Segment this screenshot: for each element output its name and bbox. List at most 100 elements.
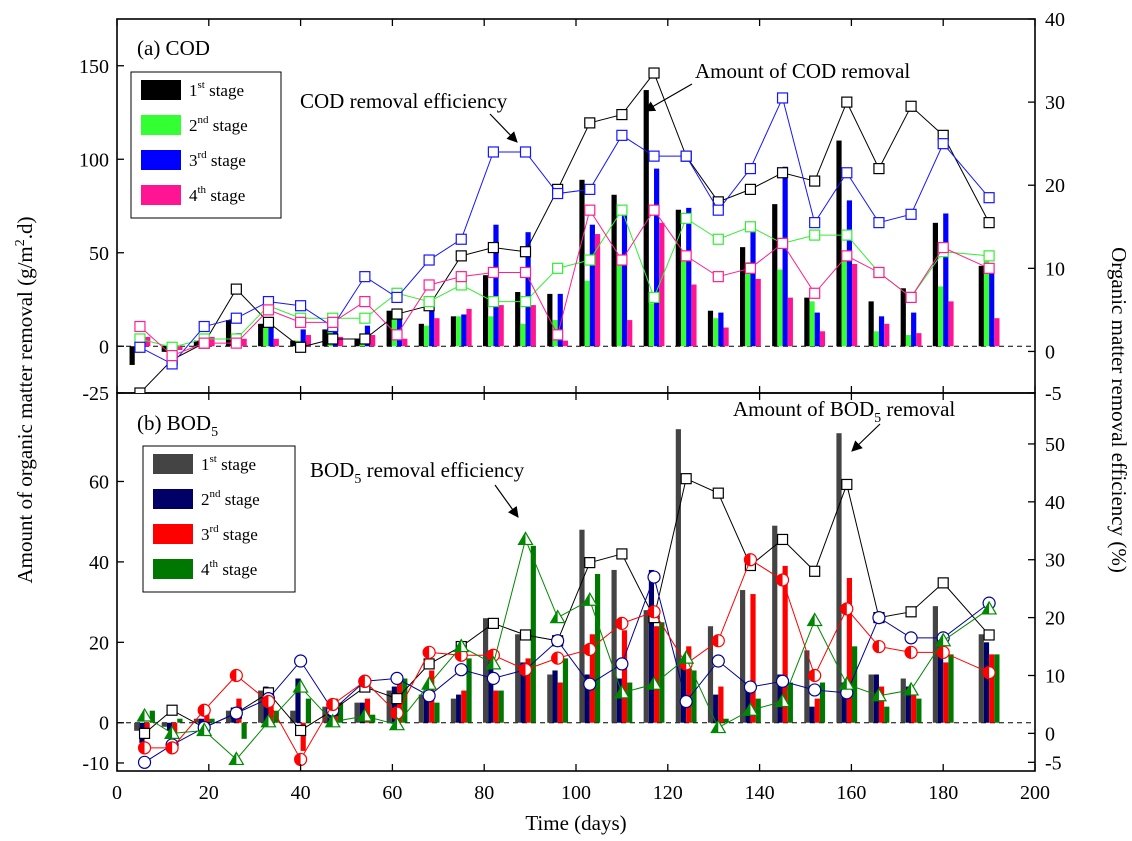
bar-b-s1-11: [482, 618, 489, 723]
bar-a-s4-15: [627, 320, 633, 347]
bar-a-s4-26: [994, 318, 1000, 347]
axes: -25050100150-5010203040-100204060-501020…: [79, 9, 1065, 804]
efficiency-point-a-s2-15: [616, 204, 628, 216]
arrow-bod-efficiency: [494, 484, 519, 518]
bar-a-s1-20: [772, 204, 778, 347]
efficiency-point-a-s3-2: [198, 320, 210, 333]
bar-b-s4-11: [498, 690, 504, 723]
efficiency-point-b-s4-7-fill: [357, 709, 365, 722]
efficiency-point-a-s3-0: [134, 341, 146, 353]
y2-tick-label-a-4: 30: [1045, 92, 1065, 114]
efficiency-point-b-s1-15: [616, 548, 628, 560]
bar-a-s4-19: [755, 278, 761, 347]
efficiency-point-a-s3-12: [519, 146, 532, 158]
efficiency-point-b-s1-9: [423, 658, 435, 670]
y2-tick-label-a-1: 0: [1045, 341, 1055, 363]
efficiency-point-b-s2-17: [679, 694, 693, 709]
bar-b-s3-20: [782, 565, 788, 723]
y-tick-label-b-2: 20: [89, 632, 109, 654]
efficiency-point-a-s1-3: [230, 283, 242, 295]
bar-a-s3-9: [429, 310, 435, 347]
bar-a-s2-11: [488, 316, 494, 347]
bar-a-s3-13: [557, 293, 563, 347]
bar-a-s1-26: [978, 265, 984, 347]
bar-a-s1-17: [675, 209, 681, 347]
y-tick-label-a-2: 50: [89, 243, 109, 265]
bar-a-s3-23: [878, 316, 885, 347]
bar-a-s2-18: [713, 318, 719, 347]
annotation-cod-efficiency: COD removal efficiency: [300, 89, 508, 113]
bar-a-s4-18: [723, 327, 729, 347]
efficiency-point-b-s4-19-fill: [743, 703, 751, 716]
efficiency-point-a-s4-4: [262, 304, 275, 316]
efficiency-point-b-s3-7-fill: [358, 675, 365, 688]
bar-a-s1-11: [482, 275, 489, 347]
bar-b-s4-13: [562, 658, 569, 723]
annotation-cod-amount: Amount of COD removal: [695, 59, 910, 83]
bar-b-s2-18: [713, 694, 719, 723]
y-tick-label-b-4: 60: [89, 471, 109, 493]
bar-b-s4-24: [916, 698, 922, 723]
bar-a-s1-3: [225, 320, 232, 347]
bar-a-s1-16: [643, 90, 649, 347]
x-tick-label-9: 180: [928, 782, 958, 804]
bar-a-s1-25: [932, 222, 938, 347]
efficiency-point-a-s1-22: [841, 96, 853, 108]
bar-b-s4-16: [659, 622, 665, 723]
bar-a-s2-9: [423, 325, 430, 347]
legend-label-b-3: 4th stage: [201, 558, 257, 579]
efficiency-point-b-s3-26-fill: [983, 666, 990, 679]
y-tick-label-a-3: 100: [79, 149, 109, 171]
efficiency-point-a-s4-2: [198, 337, 210, 349]
arrow-bod-amount: [851, 423, 881, 452]
efficiency-point-a-s1-7: [359, 333, 371, 345]
bar-a-s3-24: [911, 312, 917, 347]
bar-b-s1-18: [707, 626, 714, 723]
y2-tick-label-b-6: 50: [1045, 434, 1065, 456]
bar-b-s3-18: [718, 686, 724, 723]
bar-a-s4-11: [498, 305, 504, 347]
efficiency-point-a-s4-7: [359, 295, 371, 308]
efficiency-point-a-s1-11: [487, 241, 499, 254]
efficiency-point-a-s2-22: [841, 229, 853, 241]
efficiency-point-b-s2-9: [422, 689, 436, 703]
bar-a-s4-14: [594, 234, 601, 347]
efficiency-point-a-s1-5: [295, 341, 307, 353]
efficiency-point-a-s4-22: [841, 250, 853, 262]
bar-a-s3-25: [943, 213, 949, 347]
x-tick-label-6: 120: [653, 782, 683, 804]
bar-a-s4-6: [337, 336, 344, 347]
bar-a-s2-8: [391, 308, 397, 347]
efficiency-point-b-s1-26: [983, 629, 995, 641]
efficiency-point-a-s4-10: [455, 271, 467, 283]
bar-a-s4-12: [530, 305, 536, 347]
bar-a-s1-14: [579, 179, 585, 347]
efficiency-point-a-s4-15: [616, 254, 628, 266]
bar-b-s4-18: [723, 718, 729, 723]
bar-b-s3-24: [911, 694, 917, 723]
bar-b-s3-5: [300, 722, 306, 751]
efficiency-point-b-s4-22-fill: [839, 677, 847, 690]
efficiency-point-b-s2-14: [583, 677, 597, 691]
efficiency-point-b-s1-11: [487, 617, 499, 629]
bar-a-s3-10: [461, 314, 467, 347]
bar-a-s2-20: [777, 269, 783, 347]
bar-b-s3-4: [268, 694, 274, 723]
bar-a-s4-10: [466, 308, 472, 347]
bar-a-s4-4: [273, 338, 279, 347]
bar-b-s3-23: [878, 686, 885, 723]
bar-b-s4-12: [530, 545, 536, 723]
bar-a-s1-8: [386, 310, 392, 347]
efficiency-point-a-s4-14: [584, 204, 596, 216]
bar-a-s1-0: [129, 346, 135, 365]
bar-b-s4-6: [337, 702, 344, 723]
bar-a-s2-22: [841, 250, 847, 347]
efficiency-point-b-s2-11: [486, 671, 500, 685]
efficiency-point-a-s1-20: [776, 167, 789, 179]
bar-a-s2-10: [456, 316, 462, 347]
bar-a-s1-4: [258, 323, 264, 347]
bar-b-s2-8: [391, 686, 397, 723]
bar-b-s3-11: [493, 690, 499, 723]
bar-a-s3-18: [718, 312, 724, 347]
bar-b-s2-19: [745, 686, 751, 723]
